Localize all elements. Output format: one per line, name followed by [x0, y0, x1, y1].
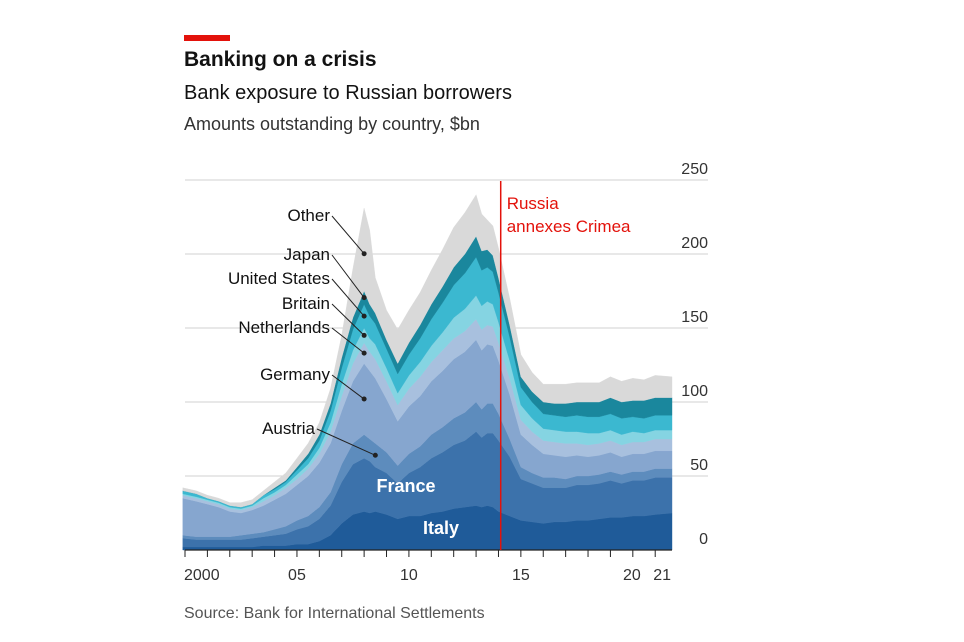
- accent-bar: [184, 35, 230, 41]
- leader-line-netherlands: [331, 327, 365, 354]
- series-label-austria: Austria: [262, 419, 315, 438]
- leader-line-other: [331, 215, 365, 255]
- chart-subtitle: Bank exposure to Russian borrowers: [184, 82, 512, 104]
- chart-title: Banking on a crisis: [184, 48, 377, 71]
- y-tick-label-50: 50: [690, 457, 708, 474]
- leader-dot-other: [361, 251, 367, 257]
- leader-line-germany: [331, 374, 365, 400]
- x-tick-label-05: 05: [288, 567, 306, 584]
- x-tick-label-15: 15: [512, 567, 530, 584]
- series-label-layer: Other Japan United States Britain Netherland…: [228, 206, 459, 538]
- annotation-layer: Russia annexes Crimea: [499, 181, 631, 550]
- leader-line-united-states: [331, 278, 365, 317]
- leader-dot-austria: [372, 452, 378, 458]
- y-tick-label-150: 150: [681, 309, 708, 326]
- source-note: Source: Bank for International Settlemen…: [184, 605, 485, 622]
- leader-line-britain: [331, 303, 365, 336]
- crimea-annotation-text-1: Russia: [507, 194, 560, 213]
- y-tick-label-100: 100: [681, 383, 708, 400]
- axis-layer: 2000 05 10 15 20 21: [184, 549, 672, 584]
- leader-dot-united-states: [361, 313, 367, 319]
- area-layer: [182, 194, 673, 551]
- leader-dot-germany: [361, 396, 367, 402]
- leader-dot-britain: [361, 332, 367, 338]
- leader-dot-japan: [361, 295, 367, 301]
- inner-label-italy: Italy: [423, 518, 459, 538]
- inner-label-france: France: [376, 476, 435, 496]
- leader-dot-netherlands: [361, 350, 367, 356]
- x-tick-label-2000: 2000: [184, 567, 220, 584]
- x-tick-label-21: 21: [653, 567, 671, 584]
- y-tick-label-200: 200: [681, 235, 708, 252]
- series-label-germany: Germany: [260, 365, 330, 384]
- x-tick-label-20: 20: [623, 567, 641, 584]
- series-label-britain: Britain: [282, 294, 330, 313]
- series-label-united-states: United States: [228, 269, 330, 288]
- series-label-other: Other: [287, 206, 330, 225]
- x-tick-label-10: 10: [400, 567, 418, 584]
- series-label-netherlands: Netherlands: [238, 318, 330, 337]
- y-tick-label-0: 0: [699, 531, 708, 548]
- crimea-annotation-text-2: annexes Crimea: [507, 217, 631, 236]
- area-other: [182, 194, 673, 508]
- y-tick-label-250: 250: [681, 161, 708, 178]
- leader-line-austria: [316, 428, 376, 456]
- series-label-japan: Japan: [284, 245, 330, 264]
- grid-layer: 0 50 100 150 200 250: [185, 161, 708, 548]
- chart-unit-label: Amounts outstanding by country, $bn: [184, 114, 480, 134]
- leader-line-japan: [331, 254, 365, 298]
